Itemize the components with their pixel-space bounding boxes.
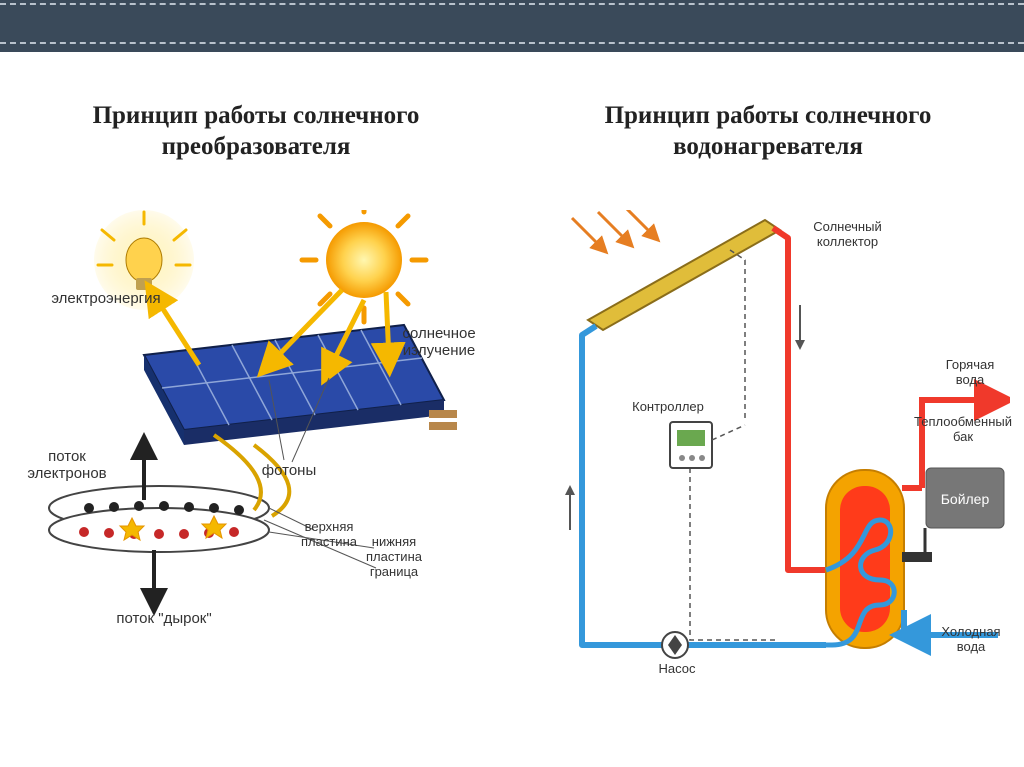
label-collector: Солнечный коллектор	[800, 220, 895, 250]
label-cold-water: Холодная вода	[926, 625, 1016, 655]
sensor-line-top	[730, 250, 745, 420]
sun-rays-right	[572, 210, 654, 248]
label-heat-tank: Теплообменный бак	[908, 415, 1018, 445]
layers	[49, 486, 269, 552]
svg-text:Бойлер: Бойлер	[941, 491, 990, 507]
label-bottom-plate: нижняя пластина	[354, 535, 434, 565]
label-boundary: граница	[359, 565, 429, 580]
sensor-line-bottom	[690, 468, 778, 640]
pump	[662, 632, 688, 658]
solar-water-heater-diagram: Бойлер Солнечный коллектор Контроллер Го…	[530, 210, 1010, 730]
label-electron-flow: поток электронов	[12, 448, 122, 483]
label-electricity: электроэнергия	[36, 290, 176, 307]
label-hot-water: Горячая вода	[930, 358, 1010, 388]
title-left: Принцип работы солнечного преобразовател…	[0, 100, 512, 163]
collector	[588, 220, 780, 330]
pipe-hot	[773, 228, 828, 570]
label-controller: Контроллер	[618, 400, 718, 415]
diagram-area: электроэнергия солнечное излучение поток…	[0, 210, 1024, 730]
title-right: Принцип работы солнечного водонагревател…	[512, 100, 1024, 163]
titles-row: Принцип работы солнечного преобразовател…	[0, 100, 1024, 163]
heat-tank	[826, 470, 904, 648]
label-photons: фотоны	[249, 462, 329, 479]
label-holes-flow: поток "дырок"	[84, 610, 244, 627]
controller	[670, 422, 712, 468]
slide-topbar	[0, 0, 1024, 52]
solar-converter-diagram: электроэнергия солнечное излучение поток…	[14, 210, 514, 730]
boiler: Бойлер	[926, 468, 1004, 528]
label-pump: Насос	[642, 662, 712, 677]
label-radiation: солнечное излучение	[379, 325, 499, 360]
